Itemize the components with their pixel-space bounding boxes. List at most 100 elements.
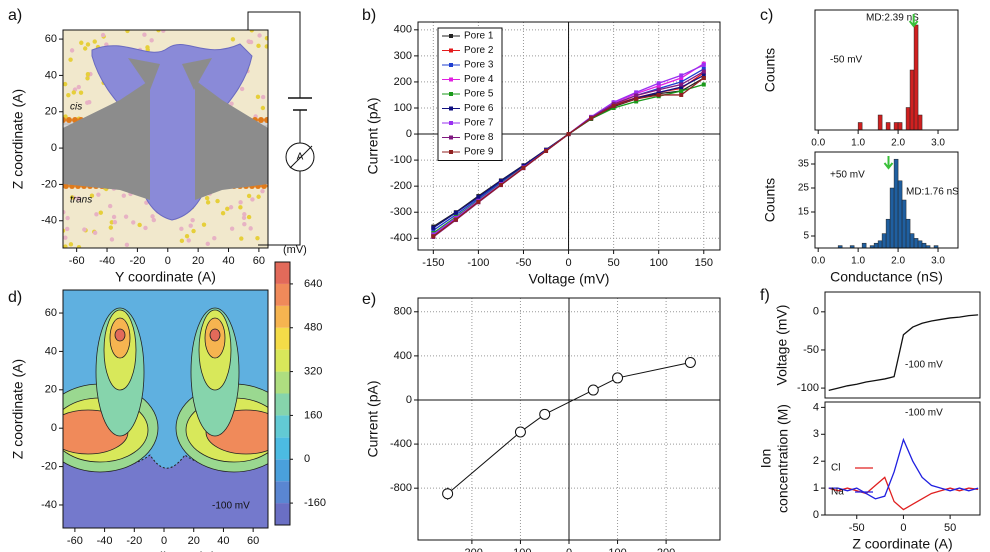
legend-marker (449, 34, 453, 38)
ion (260, 94, 266, 100)
ion (205, 200, 211, 205)
x-tick-label: 3.0 (931, 138, 945, 149)
y-tick-label: 800 (394, 306, 412, 318)
y-tick-label: 0 (813, 509, 819, 521)
annotation: +50 mV (830, 170, 865, 181)
y-tick-label: 200 (394, 76, 412, 88)
ion (212, 236, 217, 241)
ion (156, 30, 161, 33)
colorbar-band (275, 262, 290, 284)
x-tick-label: 0 (161, 535, 167, 547)
y-tick-label: 60 (45, 307, 57, 319)
ion (108, 225, 114, 230)
y-tick-label: -100 (390, 154, 412, 166)
x-tick-label: 0 (565, 257, 571, 269)
histogram-bar (877, 240, 883, 249)
x-axis-label: Z coordinate (A) (852, 536, 952, 552)
annotation: MD:2.39 nS (866, 13, 919, 24)
colorbar-label: (mV) (283, 244, 307, 256)
data-point (634, 96, 639, 101)
map-contour (114, 328, 126, 342)
protein-section (128, 58, 212, 90)
y-tick-label: 1 (813, 482, 819, 494)
y-tick-label: -400 (390, 438, 412, 450)
legend-marker (449, 135, 453, 140)
panel-label: b) (362, 7, 376, 24)
annotation: -50 mV (830, 55, 863, 66)
histogram-bar (909, 233, 915, 249)
ion (63, 209, 66, 215)
ion (63, 81, 68, 87)
ion (238, 205, 243, 210)
plot-frame (417, 297, 721, 541)
legend-label: Pore 9 (464, 147, 494, 158)
data-point (514, 426, 526, 438)
ion (92, 230, 98, 236)
ion (85, 42, 91, 47)
histogram-bar (901, 199, 907, 249)
x-axis-label: Conductance (nS) (830, 269, 943, 285)
y-axis-label: Voltage (mV) (774, 305, 790, 386)
y-tick-label: -100 (797, 382, 819, 394)
annotation: -100 mV (905, 408, 943, 419)
histogram-bar (885, 218, 891, 249)
ion (111, 214, 117, 220)
legend-label: Pore 4 (464, 74, 494, 85)
legend-marker (449, 48, 453, 53)
ion (264, 44, 268, 49)
ion (66, 92, 71, 98)
colorbar-band (275, 459, 290, 482)
legend-label: Na (831, 487, 844, 498)
data-point (453, 210, 458, 215)
legend-marker (449, 92, 453, 96)
plot-frame (417, 21, 721, 251)
ion (255, 235, 260, 241)
data-point (701, 76, 706, 81)
map-contour (209, 328, 221, 342)
data-point (701, 82, 706, 87)
data-point (442, 488, 454, 500)
ion (248, 39, 254, 45)
legend-label: Pore 8 (464, 132, 494, 143)
ion (220, 211, 226, 216)
legend-marker (449, 106, 453, 111)
ion (225, 206, 230, 212)
colorbar-band (275, 393, 290, 416)
y-tick-label: 35 (798, 159, 810, 170)
y-tick-label: 0 (406, 394, 412, 406)
x-tick-label: 150 (695, 257, 713, 269)
data-point (679, 92, 684, 97)
data-point (701, 66, 706, 71)
x-axis-label: Voltage (mV) (529, 271, 610, 287)
ion (256, 43, 261, 49)
ion (107, 203, 113, 209)
data-point (634, 90, 639, 95)
data-point (684, 356, 696, 368)
ion (264, 35, 268, 41)
x-tick-label: 60 (247, 535, 259, 547)
data-point (498, 182, 503, 187)
data-point (544, 148, 549, 153)
y-axis-label: Current (pA) (365, 380, 381, 457)
x-tick-label: -50 (516, 257, 532, 269)
histogram-bar (881, 233, 887, 249)
ion (123, 214, 129, 219)
y-tick-label: 20 (45, 106, 57, 118)
plot-frame (62, 29, 269, 249)
ion (78, 90, 84, 95)
histogram-bar (909, 69, 915, 131)
series-line (447, 362, 691, 495)
data-point (431, 225, 436, 230)
histogram-bar (917, 114, 923, 131)
ammeter-arrow (289, 145, 313, 169)
data-point (656, 81, 661, 86)
data-point (612, 372, 624, 384)
legend-marker (449, 121, 453, 125)
ion (63, 228, 66, 233)
data-point (453, 217, 458, 222)
colorbar-tick-label: 160 (304, 409, 322, 421)
ion (89, 193, 95, 198)
colorbar-band (275, 283, 290, 306)
x-tick-label: -40 (99, 255, 115, 267)
